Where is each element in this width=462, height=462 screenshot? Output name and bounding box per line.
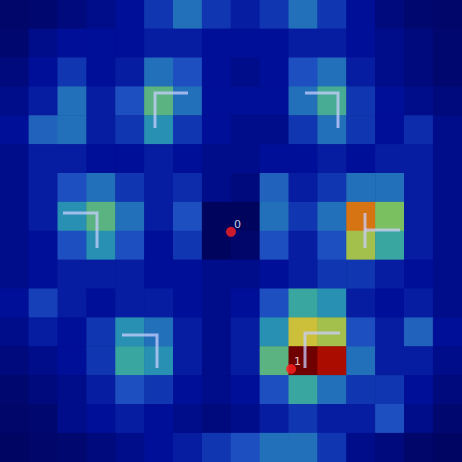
svg-text:1: 1 xyxy=(294,355,301,368)
svg-text:0: 0 xyxy=(234,218,241,231)
